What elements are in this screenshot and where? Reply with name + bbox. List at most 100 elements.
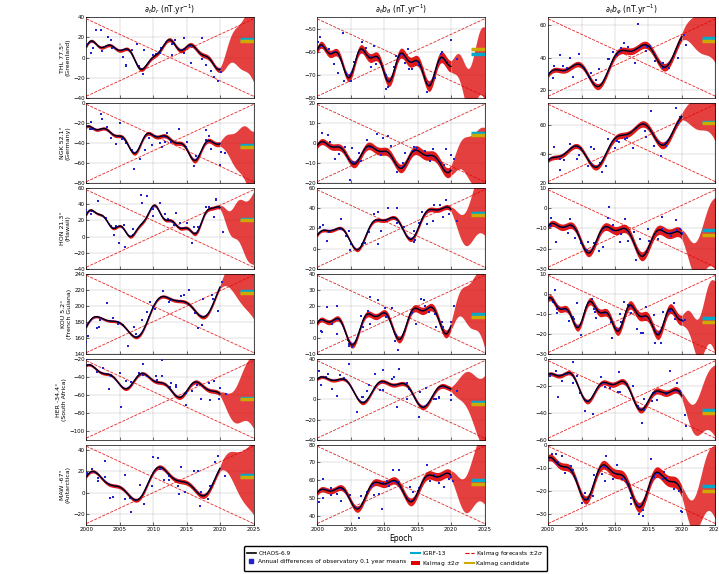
Point <box>447 476 459 486</box>
Point <box>623 43 634 52</box>
Point <box>580 407 591 416</box>
Point <box>587 491 599 501</box>
Point <box>408 146 420 156</box>
Point <box>93 476 104 486</box>
Point <box>203 395 215 404</box>
Point <box>343 227 354 236</box>
Point <box>424 476 436 485</box>
Point <box>669 315 680 324</box>
Point <box>393 364 405 374</box>
Point <box>582 495 593 504</box>
Point <box>435 50 446 59</box>
Point <box>120 139 132 148</box>
Point <box>108 230 119 239</box>
Point <box>355 312 367 321</box>
Point <box>90 354 101 363</box>
Point <box>429 200 440 209</box>
Point <box>551 308 563 317</box>
Point <box>121 62 132 71</box>
Point <box>561 369 572 378</box>
Point <box>173 296 184 305</box>
Point <box>170 381 182 390</box>
Point <box>209 457 221 467</box>
Point <box>201 203 212 212</box>
Point <box>180 142 192 152</box>
Point <box>201 135 212 144</box>
Point <box>377 385 389 394</box>
Point <box>380 216 392 225</box>
Point <box>96 46 108 55</box>
Point <box>200 60 211 69</box>
Point <box>609 144 620 153</box>
Point <box>589 471 600 480</box>
Point <box>197 54 209 63</box>
Point <box>141 192 152 201</box>
Point <box>112 319 124 328</box>
Point <box>111 222 122 231</box>
Point <box>416 207 428 216</box>
Point <box>558 156 569 165</box>
Point <box>93 323 104 332</box>
Point <box>556 377 567 386</box>
Point <box>182 219 193 228</box>
Point <box>383 482 395 491</box>
Point <box>221 254 232 263</box>
Point <box>452 386 463 395</box>
Point <box>567 466 579 475</box>
Point <box>364 142 375 151</box>
Point <box>615 43 627 52</box>
Point <box>393 466 404 475</box>
Point <box>651 395 663 405</box>
Point <box>106 36 117 45</box>
Point <box>373 489 385 498</box>
Point <box>148 131 160 141</box>
Point <box>681 421 692 430</box>
Point <box>672 53 684 63</box>
Point <box>382 132 393 141</box>
Point <box>375 385 386 394</box>
Point <box>175 219 186 228</box>
Point <box>96 114 107 123</box>
Point <box>210 195 221 204</box>
Point <box>582 246 593 255</box>
Point <box>552 392 564 401</box>
Point <box>657 59 669 68</box>
Point <box>568 72 580 82</box>
Point <box>87 43 99 52</box>
Point <box>197 294 209 304</box>
Point <box>433 392 444 401</box>
Point <box>421 87 433 96</box>
Point <box>562 228 573 238</box>
Point <box>359 239 370 248</box>
Point <box>377 365 389 374</box>
Point <box>413 483 424 492</box>
Point <box>138 499 150 509</box>
Point <box>352 408 363 417</box>
Point <box>664 307 676 316</box>
Point <box>353 148 365 157</box>
Point <box>678 88 690 98</box>
Point <box>345 240 357 249</box>
Point <box>655 152 667 161</box>
Point <box>626 494 637 503</box>
Point <box>360 43 372 52</box>
Point <box>658 63 669 72</box>
Point <box>214 383 226 393</box>
Point <box>431 394 442 404</box>
Point <box>427 216 439 226</box>
Point <box>563 317 574 326</box>
Point <box>628 382 639 391</box>
Point <box>677 316 688 325</box>
Point <box>368 41 380 51</box>
Point <box>342 335 354 344</box>
Point <box>167 40 178 49</box>
Point <box>175 292 186 301</box>
Point <box>593 246 605 255</box>
Point <box>546 449 557 459</box>
Point <box>130 329 142 339</box>
Point <box>573 49 585 59</box>
Point <box>568 314 580 323</box>
Point <box>157 286 169 296</box>
Point <box>159 475 170 484</box>
Y-axis label: MAW -67°
(Antarctica): MAW -67° (Antarctica) <box>60 467 70 503</box>
